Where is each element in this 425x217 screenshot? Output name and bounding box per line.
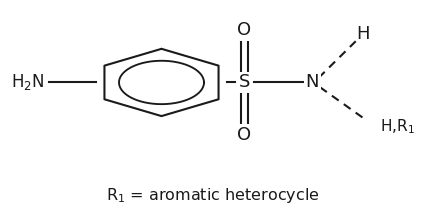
Text: S: S bbox=[239, 74, 250, 91]
Text: H,R$_1$: H,R$_1$ bbox=[380, 118, 415, 136]
Text: R$_1$ = aromatic heterocycle: R$_1$ = aromatic heterocycle bbox=[106, 186, 319, 205]
Text: H$_2$N: H$_2$N bbox=[11, 72, 44, 92]
Text: N: N bbox=[306, 74, 319, 91]
Text: O: O bbox=[237, 126, 252, 143]
Text: H: H bbox=[357, 25, 370, 43]
Text: O: O bbox=[237, 21, 252, 39]
